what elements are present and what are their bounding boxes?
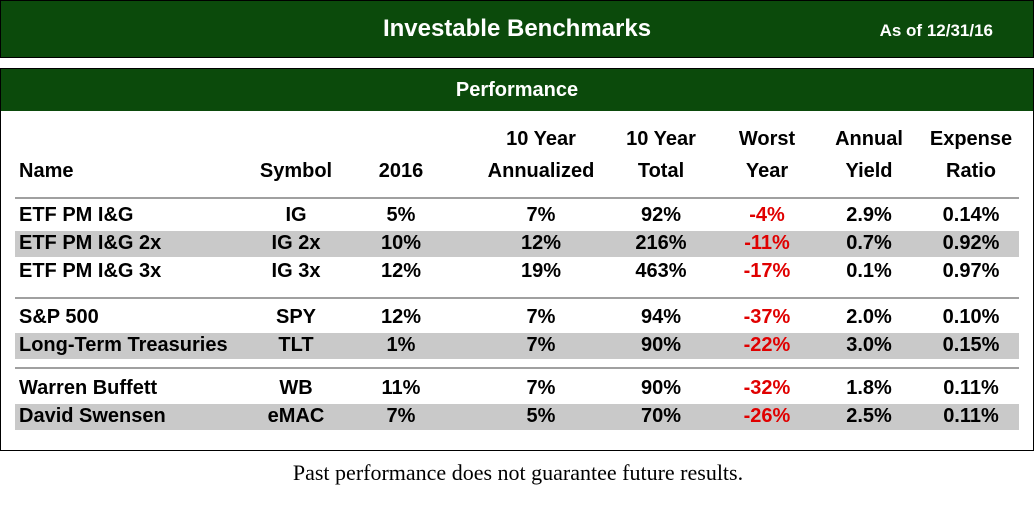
row-10yr-total: 216% <box>635 232 687 254</box>
row-2016: 12% <box>380 260 422 282</box>
row-symbol: IG 2x <box>271 232 321 254</box>
row-10yr-total: 90% <box>640 334 682 356</box>
page-title: Investable Benchmarks <box>382 15 652 42</box>
row-expense-ratio: 0.11% <box>943 405 999 427</box>
section-header: Performance <box>1 69 1033 111</box>
row-worst-year: -4% <box>749 204 785 226</box>
row-worst-year: -26% <box>743 405 791 427</box>
row-symbol: eMAC <box>267 405 325 427</box>
divider <box>15 367 1019 369</box>
row-10yr-annualized: 5% <box>526 405 556 427</box>
table-row: David Swensen <box>15 404 1019 430</box>
col-header-2016: 2016 <box>378 160 424 182</box>
row-2016: 11% <box>381 377 421 399</box>
row-2016: 10% <box>380 232 422 254</box>
col-header-expense-ratio-line2: Ratio <box>946 160 996 182</box>
row-name: Warren Buffett <box>19 377 158 399</box>
col-header-expense-ratio-line1: Expense <box>929 128 1013 150</box>
row-name: ETF PM I&G 3x <box>19 260 162 282</box>
row-10yr-total: 94% <box>640 306 682 328</box>
row-symbol: IG 3x <box>271 260 321 282</box>
row-annual-yield: 1.8% <box>846 377 892 399</box>
row-worst-year: -22% <box>743 334 791 356</box>
row-annual-yield: 3.0% <box>846 334 892 356</box>
as-of-date: As of 12/31/16 <box>879 21 993 40</box>
col-header-10yr-total-line1: 10 Year <box>626 128 696 150</box>
row-annual-yield: 2.9% <box>846 204 892 226</box>
row-name: ETF PM I&G <box>19 204 134 226</box>
row-10yr-annualized: 12% <box>520 232 562 254</box>
row-expense-ratio: 0.10% <box>942 306 1000 328</box>
table-row: S&P 500 <box>15 305 1019 331</box>
row-name: S&P 500 <box>19 306 99 328</box>
row-10yr-annualized: 19% <box>520 260 562 282</box>
col-header-annual-yield-line2: Yield <box>845 160 893 182</box>
table-row: ETF PM I&G <box>15 203 1019 229</box>
col-header-annual-yield-line1: Annual <box>835 128 903 150</box>
divider <box>15 297 1019 299</box>
row-worst-year: -11% <box>744 232 790 254</box>
row-expense-ratio: 0.11% <box>943 377 999 399</box>
disclaimer-text: Past performance does not guarantee futu… <box>292 460 744 485</box>
row-10yr-total: 90% <box>640 377 682 399</box>
col-header-name: Name <box>19 160 74 182</box>
row-10yr-total: 463% <box>635 260 687 282</box>
row-10yr-annualized: 7% <box>526 377 556 399</box>
row-2016: 7% <box>386 405 416 427</box>
col-header-symbol: Symbol <box>259 160 333 182</box>
col-header-10yr-annualized-line1: 10 Year <box>506 128 576 150</box>
performance-table: Performance Name Symbol 2016 10 Year Ann… <box>0 68 1034 451</box>
row-expense-ratio: 0.14% <box>942 204 1000 226</box>
row-annual-yield: 2.5% <box>846 405 892 427</box>
row-10yr-total: 92% <box>640 204 682 226</box>
col-header-10yr-annualized-line2: Annualized <box>487 160 595 182</box>
row-expense-ratio: 0.15% <box>942 334 1000 356</box>
row-name: Long-Term Treasuries <box>19 334 228 356</box>
row-worst-year: -32% <box>743 377 791 399</box>
table-row: Warren Buffett <box>15 376 1019 402</box>
row-10yr-total: 70% <box>640 405 682 427</box>
row-symbol: SPY <box>275 306 317 328</box>
col-header-worst-year-line2: Year <box>745 160 789 182</box>
table-row: ETF PM I&G 2x <box>15 231 1019 257</box>
row-worst-year: -37% <box>743 306 791 328</box>
row-10yr-annualized: 7% <box>526 204 556 226</box>
table-row: ETF PM I&G 3x <box>15 259 1019 285</box>
row-name: David Swensen <box>19 405 166 427</box>
table-row: Long-Term Treasuries <box>15 333 1019 359</box>
row-10yr-annualized: 7% <box>526 334 556 356</box>
row-2016: 5% <box>386 204 416 226</box>
divider <box>15 197 1019 199</box>
row-symbol: WB <box>279 377 313 399</box>
row-symbol: TLT <box>278 334 314 356</box>
row-name: ETF PM I&G 2x <box>19 232 162 254</box>
row-annual-yield: 0.1% <box>846 260 892 282</box>
col-header-10yr-total-line2: Total <box>637 160 685 182</box>
section-title: Performance <box>455 79 579 101</box>
row-annual-yield: 2.0% <box>846 306 892 328</box>
row-10yr-annualized: 7% <box>526 306 556 328</box>
row-2016: 1% <box>386 334 416 356</box>
row-expense-ratio: 0.97% <box>942 260 1000 282</box>
row-2016: 12% <box>380 306 422 328</box>
row-expense-ratio: 0.92% <box>942 232 1000 254</box>
col-header-worst-year-line1: Worst <box>738 128 796 150</box>
row-symbol: IG <box>285 204 307 226</box>
title-bar: Investable Benchmarks As of 12/31/16 <box>0 0 1034 58</box>
row-annual-yield: 0.7% <box>846 232 892 254</box>
row-worst-year: -17% <box>743 260 791 282</box>
